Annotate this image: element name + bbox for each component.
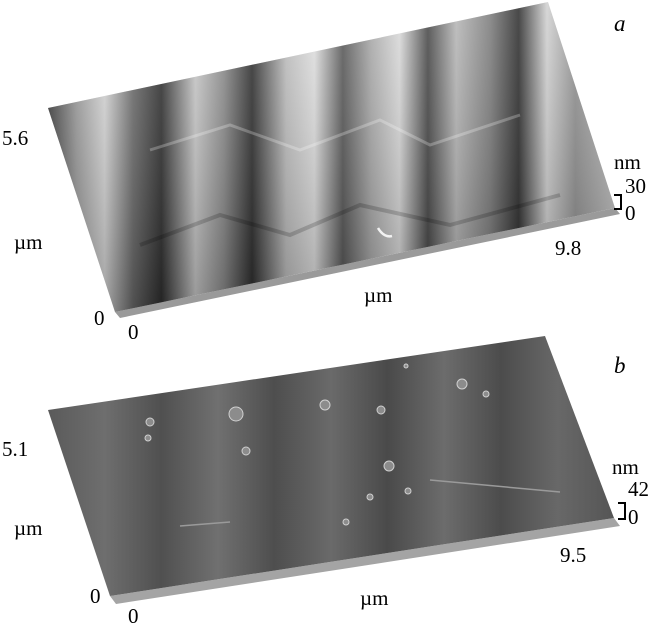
z-axis-unit-label: nm	[612, 455, 639, 479]
z-axis-min-label: 0	[625, 201, 636, 225]
x-axis-unit-label: µm	[364, 283, 393, 307]
panel-label-a: a	[614, 11, 626, 36]
y-axis-max-label: 5.1	[2, 437, 29, 461]
afm-panel-a: a 5.6 µm 0 0 µm 9.8 nm 30 0	[2, 2, 646, 343]
z-scale-bracket	[618, 502, 626, 520]
x-axis-max-label: 9.5	[560, 543, 587, 567]
x-axis-max-label: 9.8	[555, 236, 582, 260]
panel-label-b: b	[614, 353, 626, 378]
z-axis-max-label: 30	[625, 174, 646, 198]
z-axis-min-label: 0	[628, 505, 639, 529]
z-scale-bracket	[614, 194, 622, 210]
x-axis-origin-label: 0	[128, 320, 139, 344]
z-axis-max-label: 42	[628, 477, 649, 501]
afm-surface-b	[48, 336, 620, 604]
y-axis-max-label: 5.6	[2, 126, 29, 150]
x-axis-origin-label: 0	[128, 604, 139, 628]
afm-surface-a	[48, 2, 620, 318]
y-axis-unit-label: µm	[14, 516, 43, 540]
z-axis-unit-label: nm	[614, 150, 641, 174]
x-axis-unit-label: µm	[360, 586, 389, 610]
y-axis-origin-label: 0	[94, 306, 105, 330]
y-axis-unit-label: µm	[14, 230, 43, 254]
y-axis-origin-label: 0	[90, 584, 101, 608]
afm-panel-b: b 5.1 µm 0 0 µm 9.5 nm 42 0	[0, 326, 655, 628]
